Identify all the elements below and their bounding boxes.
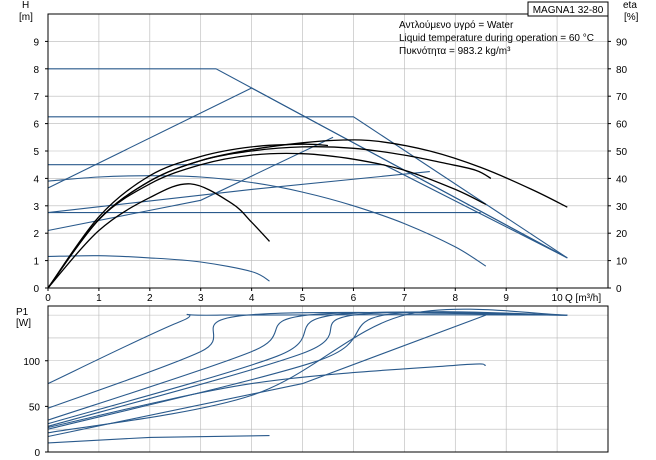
y2-tick-label: 70 <box>616 92 628 103</box>
efficiency-curve <box>47 139 568 289</box>
chart-title-box: MAGNA1 32-80 <box>527 1 609 17</box>
efficiency-curve <box>47 183 270 289</box>
x-tick-label: 6 <box>351 293 357 304</box>
y-axis-label-h: H <box>22 0 29 11</box>
chart-title: MAGNA1 32-80 <box>533 5 604 16</box>
power-curve <box>47 311 568 430</box>
x-tick-label: 5 <box>300 293 306 304</box>
info-line-fluid: Αντλούμενο υγρό = Water <box>399 19 514 31</box>
y2-tick-label: 90 <box>616 37 628 48</box>
x-tick-label: 3 <box>198 293 204 304</box>
power-curve <box>47 363 486 428</box>
x-tick-label: 9 <box>503 293 509 304</box>
y2-tick-label: 40 <box>616 174 628 185</box>
p1-tick-label: 0 <box>34 448 40 459</box>
bottom-plot-frame <box>47 305 609 453</box>
power-curves <box>47 308 568 444</box>
y-tick-label: 5 <box>33 147 39 158</box>
efficiency-curve <box>47 152 487 289</box>
head-grid <box>48 14 608 288</box>
y-tick-label: 2 <box>33 229 39 240</box>
x-tick-label: 4 <box>249 293 255 304</box>
power-curve <box>47 435 270 444</box>
x-tick-label: 2 <box>147 293 153 304</box>
head-curve <box>47 255 270 282</box>
y-tick-label: 7 <box>33 92 39 103</box>
y2-tick-label: 50 <box>616 147 628 158</box>
y2-tick-label: 30 <box>616 202 628 213</box>
y-axis-label-p1: P1 <box>16 307 29 318</box>
power-curve <box>47 311 568 421</box>
info-line-density: Πυκνότητα = 983.2 kg/m³ <box>399 45 511 57</box>
system-curve <box>47 171 430 214</box>
tick-labels: 0 1 2 3 4 5 6 7 8 9 100123456789010203040506070809… <box>23 37 627 459</box>
y2-axis-unit-eta: [%] <box>624 12 639 23</box>
y2-axis-label-eta: eta <box>623 0 637 11</box>
x-tick-label: 1 <box>96 293 102 304</box>
head-curve <box>47 175 487 267</box>
y-tick-label: 9 <box>33 37 39 48</box>
top-plot-frame <box>47 13 609 289</box>
y2-tick-label: 80 <box>616 65 628 76</box>
x-tick-label: 0 <box>45 293 51 304</box>
power-curve <box>47 311 568 427</box>
head-curve <box>48 116 568 259</box>
power-curve <box>47 313 568 385</box>
y-tick-label: 8 <box>33 65 39 76</box>
y2-tick-label: 60 <box>616 120 628 131</box>
p1-tick-label: 100 <box>23 357 40 368</box>
power-curve <box>47 311 568 409</box>
p1-tick-label: 50 <box>29 402 41 413</box>
y2-tick-label: 0 <box>616 284 622 295</box>
y2-tick-label: 20 <box>616 229 628 240</box>
x-axis-label: Q [m³/h] <box>565 293 601 304</box>
y-tick-label: 1 <box>33 257 39 268</box>
x-tick-label: 8 <box>452 293 458 304</box>
x-tick-label: 10 <box>552 293 564 304</box>
efficiency-curve <box>47 143 329 289</box>
head-curve <box>48 68 568 259</box>
power-curve <box>47 308 568 434</box>
y2-tick-label: 10 <box>616 257 628 268</box>
system-curve <box>47 87 568 259</box>
x-tick-label: 7 <box>402 293 408 304</box>
power-curve <box>47 314 486 438</box>
y-tick-label: 3 <box>33 202 39 213</box>
power-grid <box>48 306 608 452</box>
y-tick-label: 4 <box>33 174 39 185</box>
y-tick-label: 6 <box>33 120 39 131</box>
y-axis-unit-p1: [W] <box>16 318 31 329</box>
y-tick-label: 0 <box>33 284 39 295</box>
info-line-temperature: Liquid temperature during operation = 60… <box>399 33 594 44</box>
y-axis-unit-h: [m] <box>19 12 33 23</box>
head-curves <box>47 68 568 289</box>
efficiency-curve <box>47 146 492 289</box>
